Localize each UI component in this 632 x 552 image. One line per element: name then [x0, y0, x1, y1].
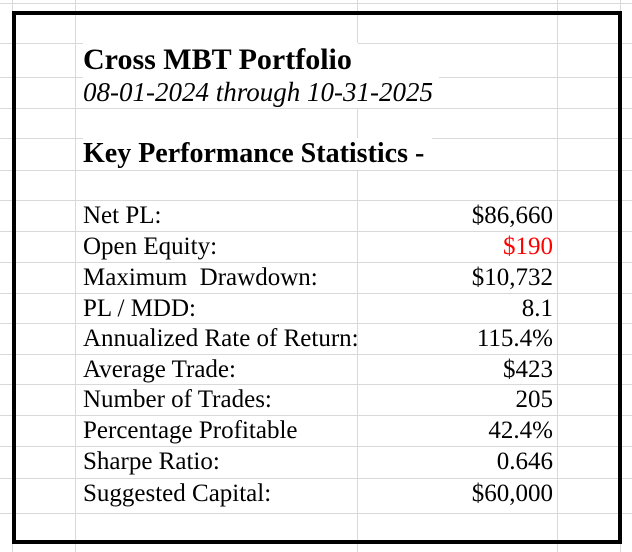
- gridline-vertical: [620, 0, 621, 552]
- gridline-horizontal: [0, 415, 632, 416]
- stat-label-cell[interactable]: Open Equity:: [83, 233, 218, 260]
- gridline-horizontal: [0, 262, 632, 263]
- stat-value-cell[interactable]: $423: [503, 356, 553, 383]
- stat-value-cell[interactable]: $190: [503, 233, 553, 260]
- gridline-vertical: [557, 0, 558, 552]
- stat-value-cell[interactable]: 8.1: [521, 295, 553, 322]
- stat-value-cell[interactable]: $86,660: [471, 202, 553, 229]
- stat-label-cell[interactable]: Sharpe Ratio:: [83, 448, 220, 475]
- stat-value-cell[interactable]: 42.4%: [488, 417, 553, 444]
- gridline-vertical: [75, 0, 76, 552]
- gridline-horizontal: [0, 108, 632, 109]
- stat-label-cell[interactable]: Average Trade:: [83, 356, 236, 383]
- gridline-vertical: [357, 0, 358, 552]
- report-title-cell[interactable]: Cross MBT Portfolio: [83, 43, 358, 77]
- gridline-horizontal: [0, 446, 632, 447]
- stat-value-cell[interactable]: 205: [515, 386, 554, 413]
- stat-value-cell[interactable]: 115.4%: [476, 325, 553, 352]
- stat-label-cell[interactable]: Number of Trades:: [83, 386, 272, 413]
- stat-label-cell[interactable]: Percentage Profitable: [83, 417, 298, 444]
- gridline-horizontal: [0, 478, 632, 479]
- gridline-horizontal: [0, 200, 632, 201]
- section-header-cell[interactable]: Key Performance Statistics -: [83, 138, 433, 170]
- gridline-horizontal: [0, 231, 632, 232]
- gridline-horizontal: [0, 3, 632, 4]
- stat-label-cell[interactable]: Net PL:: [83, 202, 162, 229]
- stat-value-cell[interactable]: $60,000: [471, 480, 553, 507]
- gridline-horizontal: [0, 384, 632, 385]
- stat-label-cell[interactable]: Suggested Capital:: [83, 480, 272, 507]
- stat-label-cell[interactable]: Annualized Rate of Return:: [83, 325, 359, 352]
- gridline-horizontal: [0, 323, 632, 324]
- gridline-horizontal: [0, 513, 632, 514]
- gridline-vertical: [12, 0, 13, 552]
- stat-value-cell[interactable]: $10,732: [471, 264, 553, 291]
- stat-value-cell[interactable]: 0.646: [496, 448, 553, 475]
- report-date-range-cell[interactable]: 08-01-2024 through 10-31-2025: [83, 77, 439, 108]
- stat-label-cell[interactable]: PL / MDD:: [83, 295, 196, 322]
- gridline-horizontal: [0, 293, 632, 294]
- gridline-horizontal: [0, 354, 632, 355]
- stat-label-cell[interactable]: Maximum Drawdown:: [83, 264, 318, 291]
- gridline-horizontal: [0, 170, 632, 171]
